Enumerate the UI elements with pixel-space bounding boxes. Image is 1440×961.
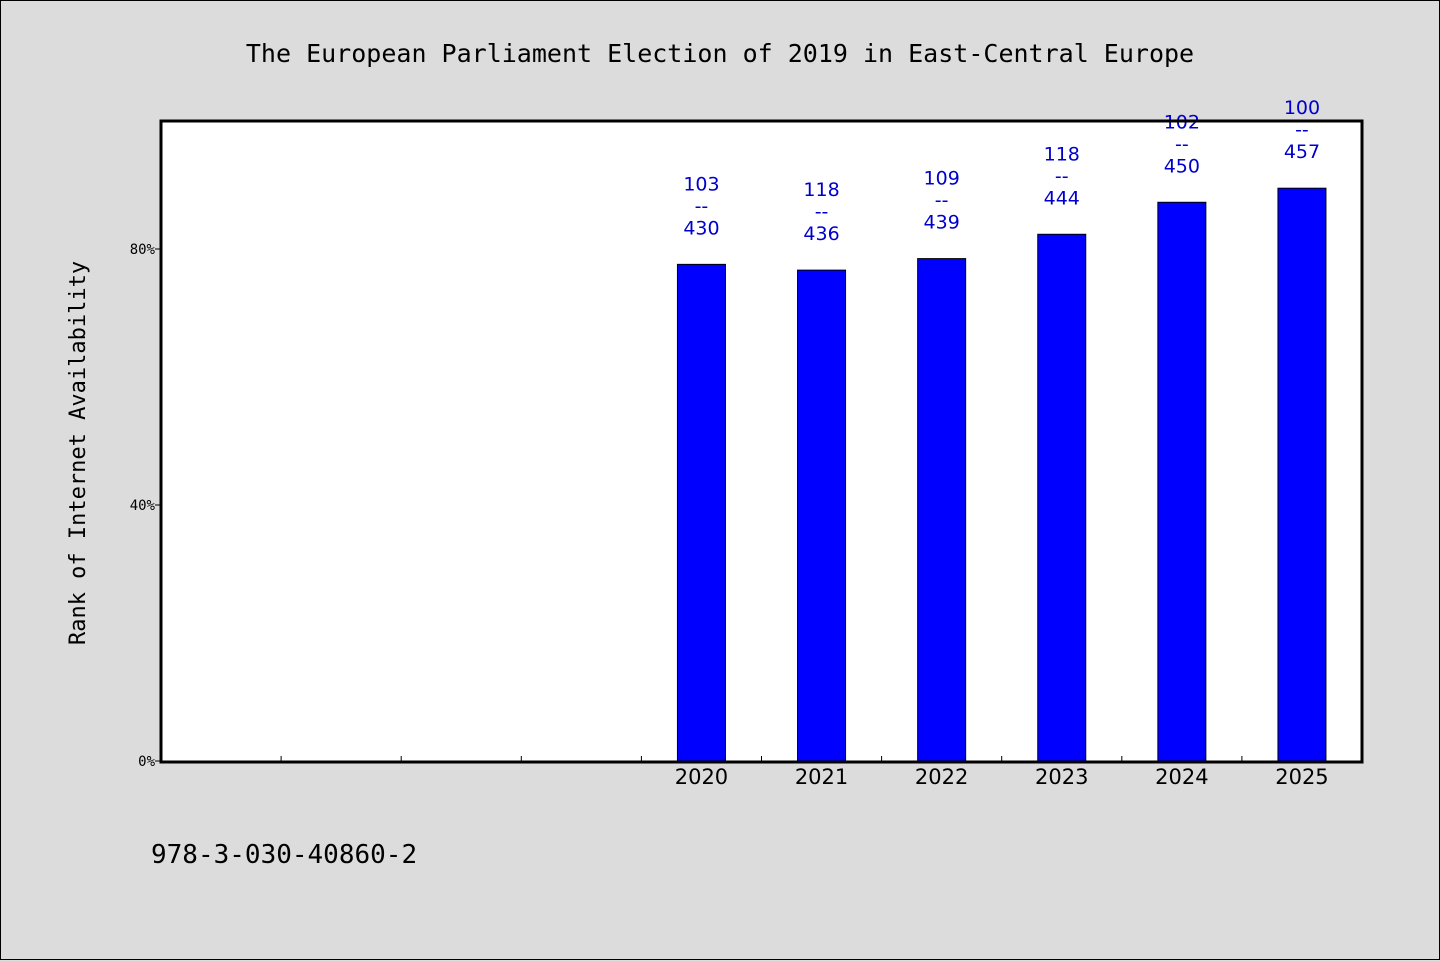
bar [797,269,847,762]
ticks-layer: 0% 40% 80% 2020 2021 2022 2023 2024 2025 [130,242,1329,789]
bar-value-label-bottom: 444 [1044,187,1080,209]
y-tick-label: 0% [138,754,155,770]
bar-value-label-bottom: 450 [1164,155,1200,177]
bar-value-label-mid: -- [1055,165,1069,187]
bar [1037,233,1087,762]
bars-layer [676,187,1327,762]
x-tick-label: 2022 [915,765,968,789]
plot-border [159,119,1364,764]
bar-value-label-bottom: 430 [683,217,719,239]
bar-value-label-mid: -- [935,190,949,212]
bar [1277,187,1327,762]
x-tick-label: 2025 [1275,765,1328,789]
y-axis-label: Rank of Internet Availability [66,261,91,645]
bar-value-label-top: 103 [683,173,719,195]
bar-value-label-mid: -- [1175,133,1189,155]
bar-value-label-bottom: 436 [803,223,839,245]
y-tick-label: 40% [130,498,156,514]
x-tick-label: 2020 [675,765,728,789]
chart-title: The European Parliament Election of 2019… [246,39,1194,68]
x-tick-label: 2024 [1155,765,1208,789]
bar-value-label-top: 100 [1284,97,1320,119]
x-tick-label: 2023 [1035,765,1088,789]
bar-value-label-bottom: 439 [924,212,960,234]
bar [917,258,967,762]
y-tick-label: 80% [130,242,156,258]
bar-value-label-top: 118 [803,179,839,201]
bar-value-label-top: 109 [924,168,960,190]
bar-value-label-mid: -- [695,195,709,217]
bar-value-label-bottom: 457 [1284,141,1320,163]
bar-value-label-mid: -- [1295,119,1309,141]
bar [1157,201,1207,762]
bar-value-label-top: 118 [1044,143,1080,165]
x-tick-label: 2021 [795,765,848,789]
footer-isbn: 978-3-030-40860-2 [151,840,417,870]
bar [676,263,726,762]
bar-value-label-mid: -- [815,201,829,223]
